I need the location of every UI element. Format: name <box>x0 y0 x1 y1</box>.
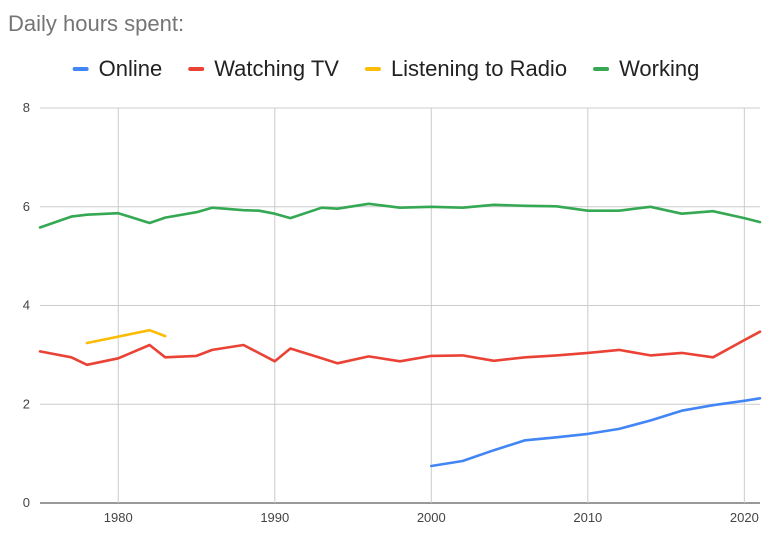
y-tick-label: 6 <box>23 199 30 214</box>
legend-swatch-online <box>72 67 89 71</box>
series-line-listening-to-radio <box>85 328 167 345</box>
y-tick-label: 0 <box>23 495 30 510</box>
series-line-watching-tv <box>38 330 762 367</box>
legend-label-working: Working <box>619 56 699 81</box>
x-tick-label: 2010 <box>573 510 602 525</box>
chart-title: Daily hours spent: <box>8 11 184 36</box>
x-tick-label: 2020 <box>730 510 759 525</box>
x-tick-label: 2000 <box>417 510 446 525</box>
y-tick-label: 4 <box>23 298 30 313</box>
grid <box>40 107 760 504</box>
legend-swatch-watching-tv <box>188 67 205 71</box>
legend-label-listening-to-radio: Listening to Radio <box>391 56 567 81</box>
series-layer <box>38 202 762 468</box>
legend-label-watching-tv: Watching TV <box>214 56 339 81</box>
legend-label-online: Online <box>99 56 163 81</box>
y-tick-label: 8 <box>23 100 30 115</box>
series-line-working <box>38 202 762 229</box>
legend: Online Watching TV Listening to Radio Worki… <box>72 56 699 81</box>
legend-swatch-listening-to-radio <box>364 67 381 71</box>
y-tick-label: 2 <box>23 396 30 411</box>
axes: 0 2 4 6 8 1980 1990 2000 2010 2020 <box>23 100 759 525</box>
legend-swatch-working <box>593 67 610 71</box>
x-tick-label: 1990 <box>260 510 289 525</box>
series-line-online <box>429 396 762 468</box>
x-tick-label: 1980 <box>104 510 133 525</box>
